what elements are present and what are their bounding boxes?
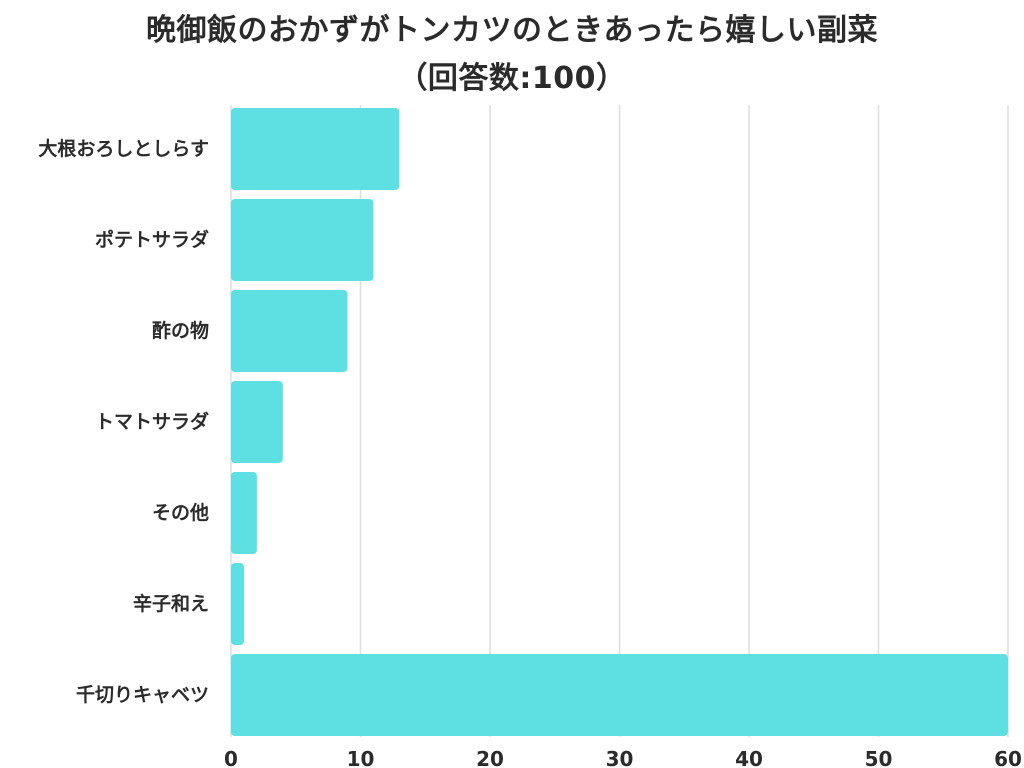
bar-6 — [231, 563, 244, 645]
x-tick-label-20: 20 — [476, 747, 504, 768]
chart-subtitle: （回答数:100） — [397, 61, 626, 96]
x-tick-label-50: 50 — [865, 747, 893, 768]
category-label-4: トマトサラダ — [95, 410, 209, 433]
category-label-7: 千切りキャベツ — [76, 684, 209, 706]
bars — [231, 108, 1008, 736]
x-tick-label-30: 30 — [606, 747, 634, 768]
bar-4 — [231, 381, 283, 463]
x-tick-label-0: 0 — [224, 747, 238, 768]
bar-1 — [231, 108, 400, 190]
category-label-6: 辛子和え — [133, 592, 209, 615]
category-label-5: その他 — [152, 501, 209, 524]
bar-7 — [231, 654, 1008, 736]
x-axis-tick-labels: 0 10 20 30 40 50 60 — [224, 747, 1022, 768]
bar-3 — [231, 290, 348, 372]
chart-title: 晩御飯のおかずがトンカツのときあったら嬉しい副菜 — [146, 13, 878, 48]
x-tick-label-60: 60 — [994, 747, 1022, 768]
x-tick-label-10: 10 — [347, 747, 375, 768]
bar-5 — [231, 472, 257, 554]
category-label-1: 大根おろしとしらす — [38, 137, 209, 160]
x-tick-label-40: 40 — [735, 747, 763, 768]
category-label-3: 酢の物 — [152, 319, 209, 342]
bar-2 — [231, 199, 374, 281]
category-label-2: ポテトサラダ — [95, 228, 209, 251]
